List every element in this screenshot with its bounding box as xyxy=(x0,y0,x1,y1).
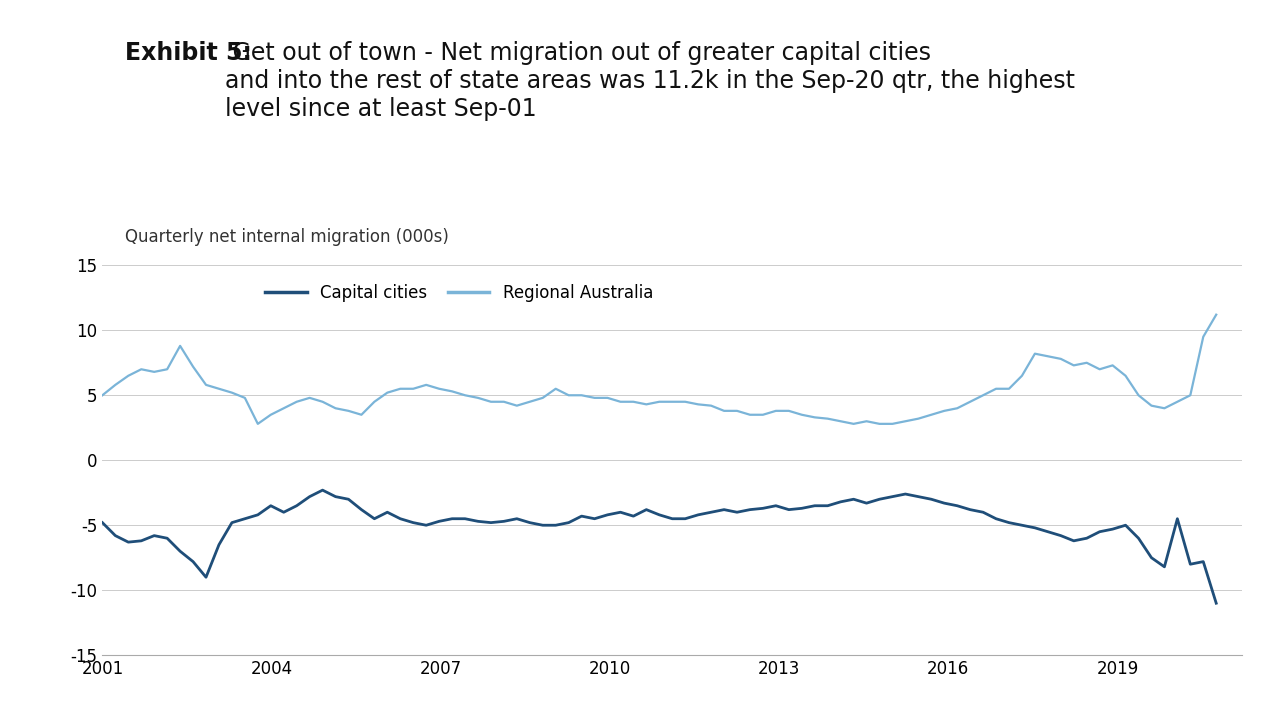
Text: Exhibit 5:: Exhibit 5: xyxy=(125,41,252,65)
Legend: Capital cities, Regional Australia: Capital cities, Regional Australia xyxy=(259,277,659,309)
Text: Quarterly net internal migration (000s): Quarterly net internal migration (000s) xyxy=(125,228,449,246)
Text: Get out of town - Net migration out of greater capital cities
and into the rest : Get out of town - Net migration out of g… xyxy=(225,41,1075,121)
